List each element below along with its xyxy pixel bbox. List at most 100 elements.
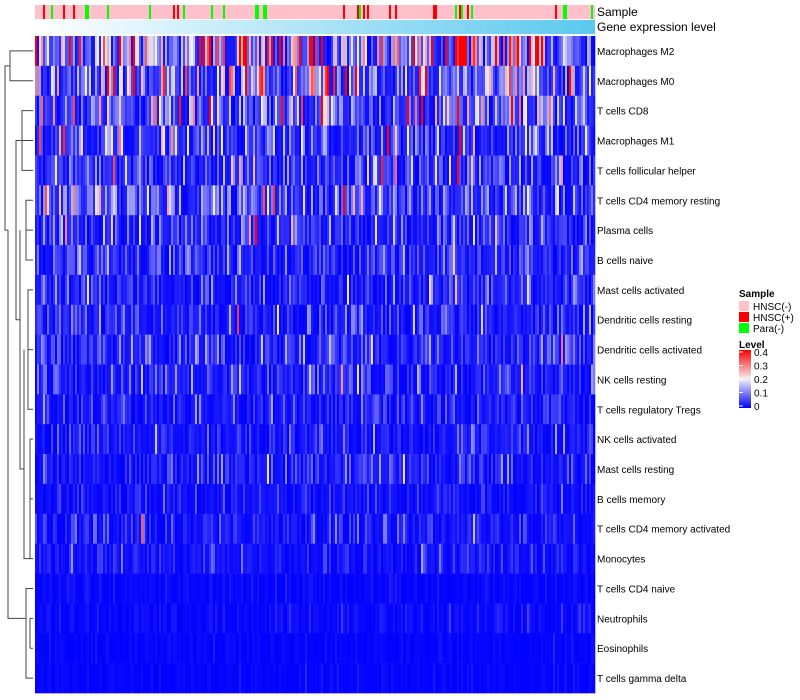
heatmap-cell	[543, 394, 546, 425]
heatmap-cell	[475, 36, 478, 67]
heatmap-cell	[585, 483, 588, 515]
heatmap-cell	[433, 215, 436, 246]
heatmap-cell	[559, 454, 562, 485]
heatmap-cell	[309, 155, 312, 186]
heatmap-cell	[165, 274, 168, 306]
heatmap-cell	[465, 364, 468, 395]
heatmap-cell	[345, 394, 348, 425]
heatmap-cell	[227, 304, 230, 335]
heatmap-cell	[411, 274, 414, 306]
heatmap-cell	[105, 543, 108, 574]
heatmap-cell	[395, 36, 398, 67]
heatmap-cell	[575, 185, 578, 216]
heatmap-cell	[397, 36, 400, 67]
heatmap-cell	[67, 36, 70, 67]
heatmap-cell	[287, 364, 290, 395]
heatmap-cell	[523, 215, 526, 246]
heatmap-cell	[427, 95, 430, 126]
heatmap-cell	[113, 364, 116, 395]
heatmap-cell	[111, 424, 114, 455]
heatmap-cell	[283, 513, 286, 544]
heatmap-cell	[297, 513, 300, 544]
heatmap-cell	[541, 483, 544, 515]
heatmap-cell	[115, 215, 118, 246]
heatmap-cell	[505, 125, 508, 156]
heatmap-cell	[323, 513, 326, 544]
heatmap-cell	[83, 543, 86, 574]
heatmap-cell	[51, 334, 54, 365]
heatmap-cell	[361, 274, 364, 306]
heatmap-cell	[453, 65, 456, 97]
heatmap-cell	[357, 394, 360, 425]
heatmap-cell	[85, 304, 88, 335]
heatmap-cell	[475, 245, 478, 276]
heatmap-cell	[303, 125, 306, 156]
heatmap-cell	[443, 36, 446, 67]
heatmap-cell	[291, 424, 294, 455]
heatmap-cell	[277, 304, 280, 335]
heatmap-cell	[399, 334, 402, 365]
heatmap-cell	[235, 394, 238, 425]
heatmap-cell	[537, 125, 540, 156]
heatmap-cell	[463, 36, 466, 67]
heatmap-cell	[355, 36, 358, 67]
heatmap-cell	[49, 304, 52, 335]
heatmap-cell	[241, 364, 244, 395]
heatmap-cell	[335, 304, 338, 335]
heatmap-cell	[429, 334, 432, 365]
heatmap-cell	[47, 334, 50, 365]
heatmap-cell	[327, 483, 330, 515]
heatmap-cell	[371, 274, 374, 306]
heatmap-cell	[327, 125, 330, 156]
heatmap-cell	[239, 424, 242, 455]
heatmap-cell	[465, 185, 468, 216]
heatmap-cell	[461, 424, 464, 455]
heatmap-cell	[277, 543, 280, 574]
heatmap-cell	[251, 36, 254, 67]
heatmap-cell	[441, 274, 444, 306]
heatmap-cell	[541, 125, 544, 156]
heatmap-cell	[167, 543, 170, 574]
heatmap-cell	[171, 125, 174, 156]
heatmap-cell	[159, 245, 162, 276]
heatmap-cell	[227, 543, 230, 574]
heatmap-cell	[101, 394, 104, 425]
heatmap-cell	[85, 215, 88, 246]
heatmap-cell	[107, 334, 110, 365]
heatmap-cell	[271, 155, 274, 186]
heatmap-cell	[479, 245, 482, 276]
heatmap-cell	[113, 185, 116, 216]
heatmap-cell	[47, 454, 50, 485]
heatmap-cell	[389, 543, 392, 574]
heatmap-cell	[43, 125, 46, 156]
heatmap-cell	[179, 155, 182, 186]
heatmap-cell	[81, 334, 84, 365]
heatmap-cell	[375, 36, 378, 67]
heatmap-cell	[67, 65, 70, 97]
heatmap-cell	[323, 394, 326, 425]
heatmap-cell	[277, 36, 280, 67]
heatmap-cell	[413, 394, 416, 425]
heatmap-cell	[113, 394, 116, 425]
heatmap-cell	[515, 245, 518, 276]
heatmap-cell	[441, 364, 444, 395]
heatmap-cell	[327, 185, 330, 216]
heatmap-cell	[241, 394, 244, 425]
heatmap-cell	[547, 394, 550, 425]
heatmap-cell	[91, 155, 94, 186]
heatmap-cell	[193, 483, 196, 515]
heatmap-cell	[267, 36, 270, 67]
heatmap-cell	[71, 65, 74, 97]
heatmap-cell	[437, 245, 440, 276]
heatmap-cell	[251, 65, 254, 97]
heatmap-cell	[59, 543, 62, 574]
heatmap-cell	[513, 185, 516, 216]
heatmap-cell	[151, 543, 154, 574]
heatmap-cell	[341, 185, 344, 216]
heatmap-cell	[367, 185, 370, 216]
heatmap-cell	[541, 304, 544, 335]
heatmap-cell	[189, 424, 192, 455]
heatmap-cell	[509, 245, 512, 276]
heatmap-cell	[95, 274, 98, 306]
heatmap-cell	[351, 155, 354, 186]
